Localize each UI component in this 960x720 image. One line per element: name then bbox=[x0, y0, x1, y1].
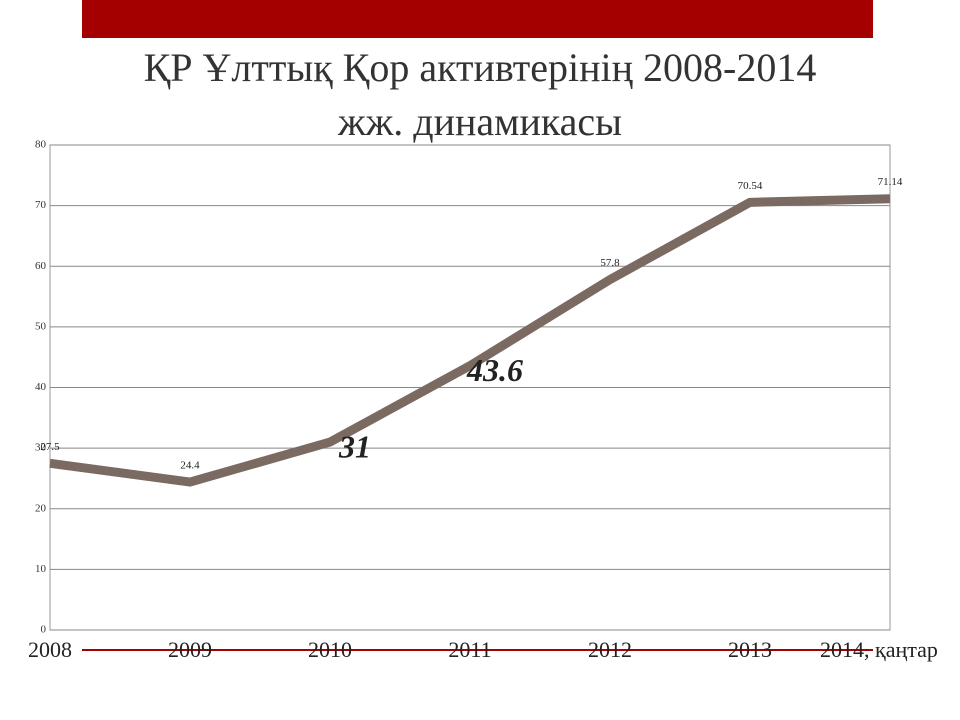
y-tick-label: 70 bbox=[35, 199, 47, 211]
header-bar bbox=[82, 0, 873, 38]
x-tick-label: 2014, қаңтар bbox=[820, 637, 938, 662]
y-tick-label: 50 bbox=[35, 320, 47, 332]
data-label: 27.5 bbox=[40, 441, 60, 453]
data-label: 43.6 bbox=[466, 352, 523, 388]
data-label: 70.54 bbox=[738, 180, 763, 192]
chart-subtitle: жж. динамикасы bbox=[337, 99, 622, 144]
chart-title: ҚР Ұлттық Қор активтерінің 2008-2014 bbox=[144, 45, 817, 90]
data-label: 31 bbox=[338, 428, 371, 464]
x-tick-label: 2008 bbox=[28, 637, 72, 662]
data-label: 57.8 bbox=[600, 257, 620, 269]
y-tick-label: 60 bbox=[35, 260, 47, 272]
x-tick-label: 2012 bbox=[588, 637, 632, 662]
x-tick-label: 2010 bbox=[308, 637, 352, 662]
x-tick-label: 2013 bbox=[728, 637, 772, 662]
data-label: 71.14 bbox=[878, 176, 903, 188]
x-tick-label: 2011 bbox=[448, 637, 491, 662]
data-label: 24.4 bbox=[180, 460, 200, 472]
y-tick-label: 40 bbox=[35, 381, 47, 393]
y-tick-label: 0 bbox=[41, 624, 47, 636]
x-tick-label: 2009 bbox=[168, 637, 212, 662]
y-tick-label: 30 bbox=[35, 442, 47, 454]
y-tick-label: 10 bbox=[35, 563, 47, 575]
y-tick-label: 80 bbox=[35, 139, 47, 151]
data-line bbox=[49, 194, 891, 487]
y-tick-label: 20 bbox=[35, 502, 47, 514]
